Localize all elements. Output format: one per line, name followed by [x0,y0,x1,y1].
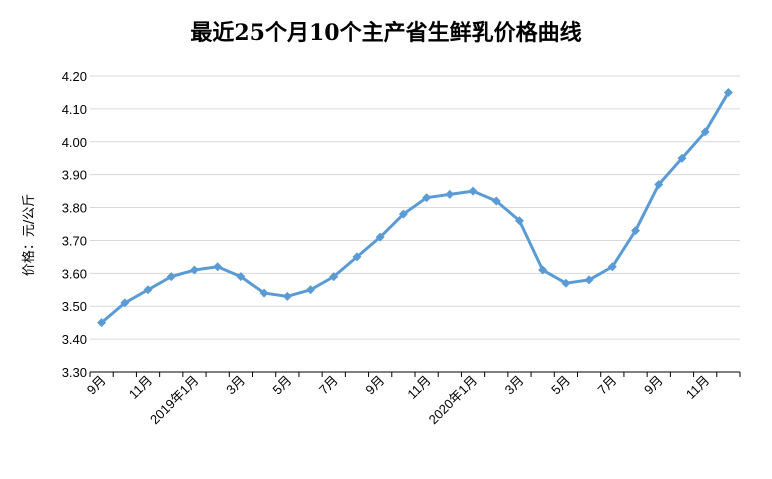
y-tick-label: 3.60 [62,266,87,281]
series-price [97,87,733,328]
x-tick-label: 9月 [641,373,666,398]
y-axis-label: 价格：元/公斤 [21,194,37,276]
data-point [654,180,664,190]
x-tick-label: 5月 [270,373,295,398]
y-tick-labels: 3.30 3.40 3.50 3.60 3.70 3.80 3.90 4.00 4.10 4.20 [62,69,87,380]
x-tick-label: 11月 [683,373,712,402]
data-point [329,272,339,282]
x-tick-label: 2019年1月 [147,373,202,428]
data-point [213,262,223,272]
data-point [607,262,617,272]
y-tick-label: 4.20 [62,69,87,84]
y-tick-label: 3.90 [62,168,87,183]
y-tick-label: 3.40 [62,332,87,347]
x-tick-label: 11月 [126,373,155,402]
data-point [97,318,107,328]
x-tick-label: 7月 [316,373,341,398]
y-tick-label: 3.50 [62,299,87,314]
data-point [561,278,571,288]
data-point [514,216,524,226]
data-point [491,196,501,206]
x-axis [89,371,741,377]
data-point [143,285,153,295]
y-tick-label: 4.10 [62,102,87,117]
data-point [584,275,594,285]
y-tick-label: 4.00 [62,135,87,150]
data-point [352,252,362,262]
data-point [468,186,478,196]
data-point [422,193,432,203]
data-point [723,87,733,97]
data-point [538,265,548,275]
x-tick-label: 9月 [84,373,109,398]
data-point [120,298,130,308]
data-point [189,265,199,275]
data-point [375,232,385,242]
y-tick-label: 3.30 [62,365,87,380]
x-tick-label: 5月 [548,373,573,398]
y-tick-label: 3.80 [62,201,87,216]
data-point [259,288,269,298]
x-tick-label: 3月 [502,373,527,398]
chart-title: 最近25个月10个主产省生鲜乳价格曲线 [190,20,581,46]
data-point [166,272,176,282]
series-line [100,91,730,324]
data-point [700,127,710,137]
x-tick-label: 9月 [362,373,387,398]
data-point [306,285,316,295]
x-tick-label: 2020年1月 [426,373,481,428]
data-point [677,153,687,163]
data-point [282,291,292,301]
x-tick-label: 3月 [223,373,248,398]
y-tick-label: 3.70 [62,233,87,248]
data-point [445,189,455,199]
data-point [236,272,246,282]
data-point [398,209,408,219]
x-tick-label: 7月 [595,373,620,398]
data-point [631,226,641,236]
x-tick-label: 11月 [404,373,433,402]
